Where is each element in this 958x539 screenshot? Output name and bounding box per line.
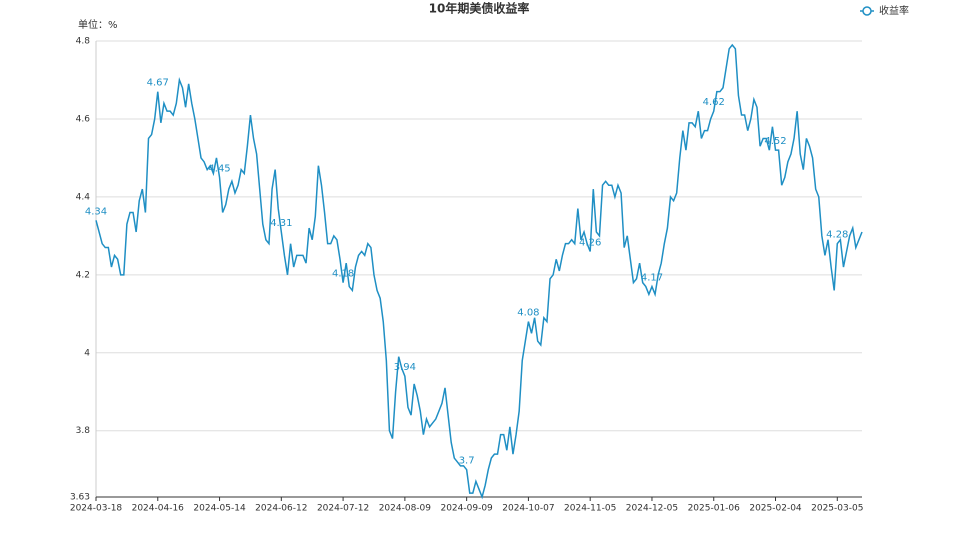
- x-tick-label: 2025-02-04: [749, 504, 802, 514]
- data-label: 4.17: [641, 273, 663, 284]
- data-label: 4.31: [270, 218, 292, 229]
- data-label: 4.08: [517, 308, 539, 319]
- x-tick-label: 2024-08-09: [379, 504, 432, 514]
- y-tick-label: 4.4: [76, 192, 91, 202]
- x-tick-label: 2024-03-18: [70, 504, 123, 514]
- data-label: 3.7: [459, 456, 475, 467]
- y-tick-label: 3.63: [70, 493, 90, 503]
- data-line: [95, 43, 863, 500]
- data-label: 3.94: [394, 362, 416, 373]
- y-tick-label: 4.2: [76, 270, 90, 280]
- legend-marker: [862, 6, 872, 16]
- x-tick-label: 2024-07-12: [317, 504, 369, 514]
- data-label: 4.18: [332, 269, 354, 280]
- x-tick-label: 2024-12-05: [626, 504, 678, 514]
- y-axis-label: 单位：%: [78, 18, 118, 31]
- x-tick-label: 2024-06-12: [255, 504, 307, 514]
- x-tick-label: 2024-11-05: [564, 504, 616, 514]
- y-tick-label: 4.8: [76, 37, 91, 47]
- x-tick-label: 2024-05-14: [193, 504, 246, 514]
- x-tick-label: 2024-09-09: [440, 504, 493, 514]
- x-tick-label: 2025-01-06: [688, 504, 741, 514]
- data-label: 4.62: [703, 97, 725, 108]
- x-tick-label: 2024-10-07: [502, 504, 554, 514]
- chart-title: 10年期美债收益率: [429, 1, 530, 16]
- x-tick-label: 2024-04-16: [132, 504, 185, 514]
- y-tick-label: 4.6: [76, 114, 91, 124]
- data-label: 4.34: [85, 206, 107, 217]
- legend-label: 收益率: [879, 4, 909, 17]
- y-tick-label: 4: [84, 348, 90, 358]
- data-label: 4.26: [579, 237, 601, 248]
- x-tick-label: 2025-03-05: [811, 504, 863, 514]
- data-label: 4.52: [764, 136, 786, 147]
- data-label: 4.28: [826, 230, 848, 241]
- data-label: 4.45: [208, 163, 230, 174]
- y-tick-label: 3.8: [76, 426, 91, 436]
- data-label: 4.67: [147, 78, 169, 89]
